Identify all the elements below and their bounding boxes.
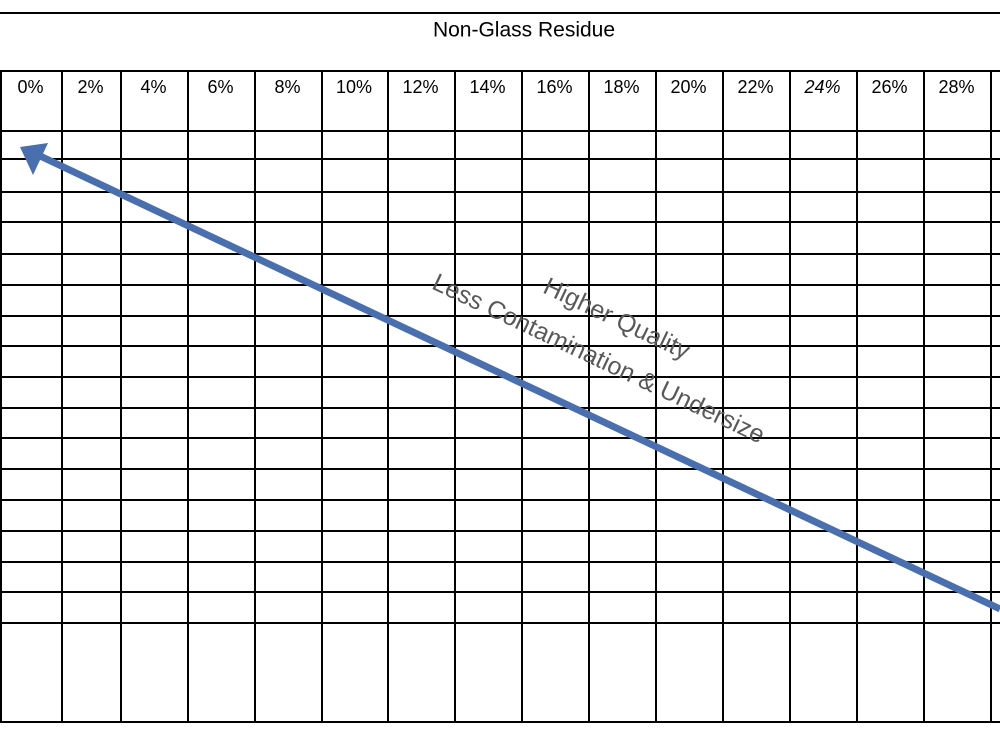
column-header: 4%	[140, 77, 166, 97]
column-header: 10%	[336, 77, 372, 97]
column-header: 12%	[402, 77, 438, 97]
column-header: 24%	[803, 77, 840, 97]
arrow-line	[36, 151, 1000, 613]
column-header: 18%	[603, 77, 639, 97]
column-header: 26%	[871, 77, 907, 97]
column-header: 28%	[938, 77, 974, 97]
column-header: 20%	[670, 77, 706, 97]
title: Non-Glass Residue	[433, 19, 615, 42]
column-header: 22%	[737, 77, 773, 97]
grid	[0, 12, 1000, 723]
arrow-head	[20, 143, 48, 175]
column-header: 2%	[77, 77, 103, 97]
column-header: 0%	[17, 77, 43, 97]
column-header: 6%	[207, 77, 233, 97]
column-header: 16%	[536, 77, 572, 97]
column-header: 14%	[469, 77, 505, 97]
column-header: 8%	[274, 77, 300, 97]
